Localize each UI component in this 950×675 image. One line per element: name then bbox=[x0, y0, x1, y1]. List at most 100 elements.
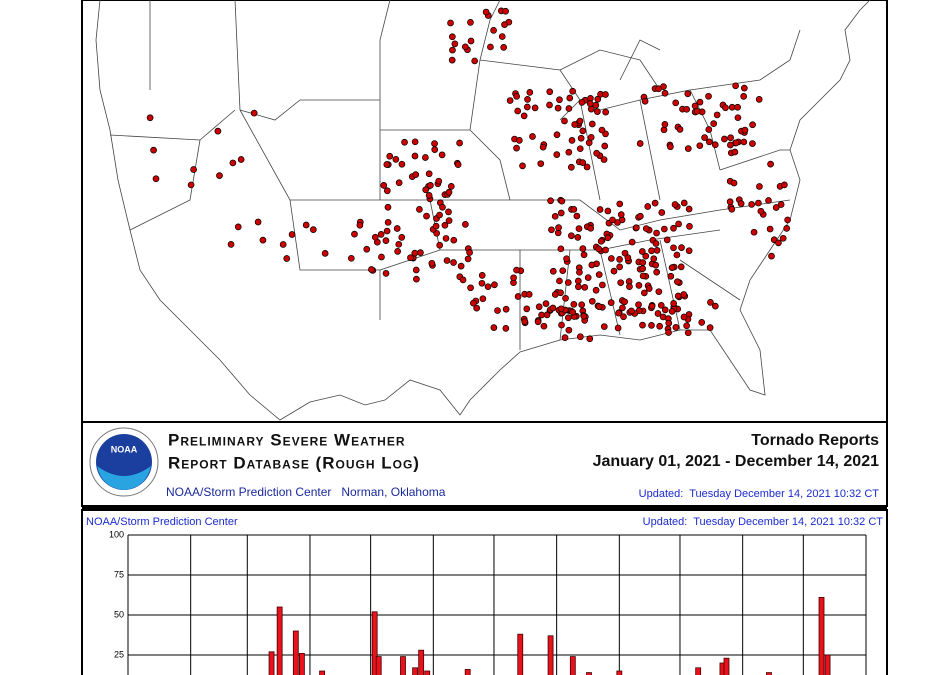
report-dot bbox=[417, 249, 424, 256]
report-dot bbox=[740, 84, 748, 92]
report-dot bbox=[654, 310, 662, 317]
report-dot bbox=[674, 292, 682, 300]
report-dot bbox=[152, 175, 160, 183]
bar bbox=[616, 670, 623, 675]
report-dot bbox=[565, 148, 573, 156]
report-dot bbox=[482, 8, 490, 16]
report-dot bbox=[392, 156, 400, 163]
report-dot bbox=[378, 253, 385, 261]
report-dot bbox=[501, 21, 508, 29]
report-dot bbox=[416, 206, 423, 213]
report-dot bbox=[441, 221, 449, 229]
report-dot bbox=[730, 179, 738, 187]
report-dot bbox=[412, 266, 420, 274]
report-dot bbox=[576, 117, 584, 125]
report-dot bbox=[621, 249, 629, 257]
report-dot bbox=[667, 143, 674, 151]
report-dot bbox=[565, 105, 573, 112]
report-dot bbox=[467, 37, 475, 45]
report-dot bbox=[642, 252, 650, 260]
report-dot bbox=[543, 311, 551, 319]
report-dot bbox=[571, 121, 579, 128]
report-dot bbox=[531, 104, 539, 112]
report-dot bbox=[578, 99, 586, 106]
chart-title: NOAA/Storm Prediction Center bbox=[86, 516, 238, 528]
report-dot bbox=[553, 151, 561, 159]
report-dot bbox=[672, 99, 680, 107]
report-dot bbox=[371, 233, 379, 241]
report-dot bbox=[713, 111, 721, 119]
report-dot bbox=[561, 334, 569, 341]
report-dot bbox=[705, 92, 712, 100]
report-dot bbox=[526, 89, 534, 96]
report-dot bbox=[616, 256, 623, 263]
report-dot bbox=[490, 324, 498, 331]
report-dot bbox=[641, 97, 649, 105]
report-dot bbox=[628, 238, 636, 246]
bar bbox=[695, 667, 702, 675]
report-dot bbox=[568, 232, 575, 240]
report-dot bbox=[146, 114, 154, 122]
report-dot bbox=[777, 201, 785, 208]
report-dot bbox=[683, 105, 691, 113]
report-dot bbox=[648, 247, 655, 255]
report-dot bbox=[660, 126, 668, 134]
report-dot bbox=[619, 304, 626, 312]
report-dot bbox=[583, 163, 591, 171]
report-dot bbox=[579, 127, 587, 135]
report-dot bbox=[711, 141, 719, 149]
report-dot bbox=[547, 197, 554, 205]
report-dot bbox=[401, 138, 408, 146]
report-dot bbox=[569, 87, 577, 95]
report-dot bbox=[556, 277, 563, 285]
report-dot bbox=[466, 249, 473, 256]
report-dot bbox=[529, 133, 536, 140]
report-dot bbox=[661, 306, 669, 314]
report-dot bbox=[309, 226, 317, 234]
report-dot bbox=[471, 57, 479, 65]
report-dot bbox=[302, 221, 310, 229]
report-dot bbox=[447, 183, 455, 190]
report-dot bbox=[652, 261, 660, 269]
date-range: January 01, 2021 - December 14, 2021 bbox=[593, 453, 880, 470]
report-dot bbox=[524, 95, 531, 103]
report-dot bbox=[580, 312, 588, 320]
report-dot bbox=[551, 212, 559, 220]
report-dot bbox=[565, 326, 573, 334]
report-dot bbox=[617, 279, 625, 287]
report-dot bbox=[525, 291, 533, 298]
report-dot bbox=[502, 7, 509, 15]
report-dot bbox=[438, 151, 446, 159]
report-dot bbox=[711, 302, 719, 310]
report-dot bbox=[457, 262, 465, 270]
report-dot bbox=[587, 224, 595, 232]
logo-text: NOAA bbox=[111, 444, 138, 454]
report-dot bbox=[727, 141, 734, 149]
report-dot bbox=[436, 241, 444, 249]
report-dot bbox=[595, 303, 603, 310]
bar bbox=[400, 656, 406, 675]
report-dot bbox=[484, 283, 492, 291]
report-dot bbox=[674, 278, 681, 286]
report-dot bbox=[448, 33, 456, 41]
report-dot bbox=[670, 244, 677, 252]
report-dot bbox=[575, 225, 583, 232]
bar bbox=[569, 656, 576, 675]
report-dot bbox=[696, 142, 704, 150]
report-dot bbox=[677, 263, 685, 271]
report-dot bbox=[431, 140, 438, 147]
report-dot bbox=[607, 255, 615, 262]
report-dot bbox=[502, 325, 510, 332]
report-dot bbox=[423, 212, 430, 220]
bar bbox=[268, 651, 275, 675]
chart-frame bbox=[81, 509, 888, 675]
bar bbox=[371, 611, 378, 675]
report-dot bbox=[665, 319, 673, 327]
report-dot bbox=[407, 254, 414, 262]
report-dot bbox=[227, 241, 235, 248]
report-dot bbox=[383, 187, 391, 195]
bar bbox=[719, 662, 726, 675]
report-dot bbox=[781, 181, 788, 189]
report-dot bbox=[558, 197, 566, 205]
bar bbox=[824, 654, 831, 675]
